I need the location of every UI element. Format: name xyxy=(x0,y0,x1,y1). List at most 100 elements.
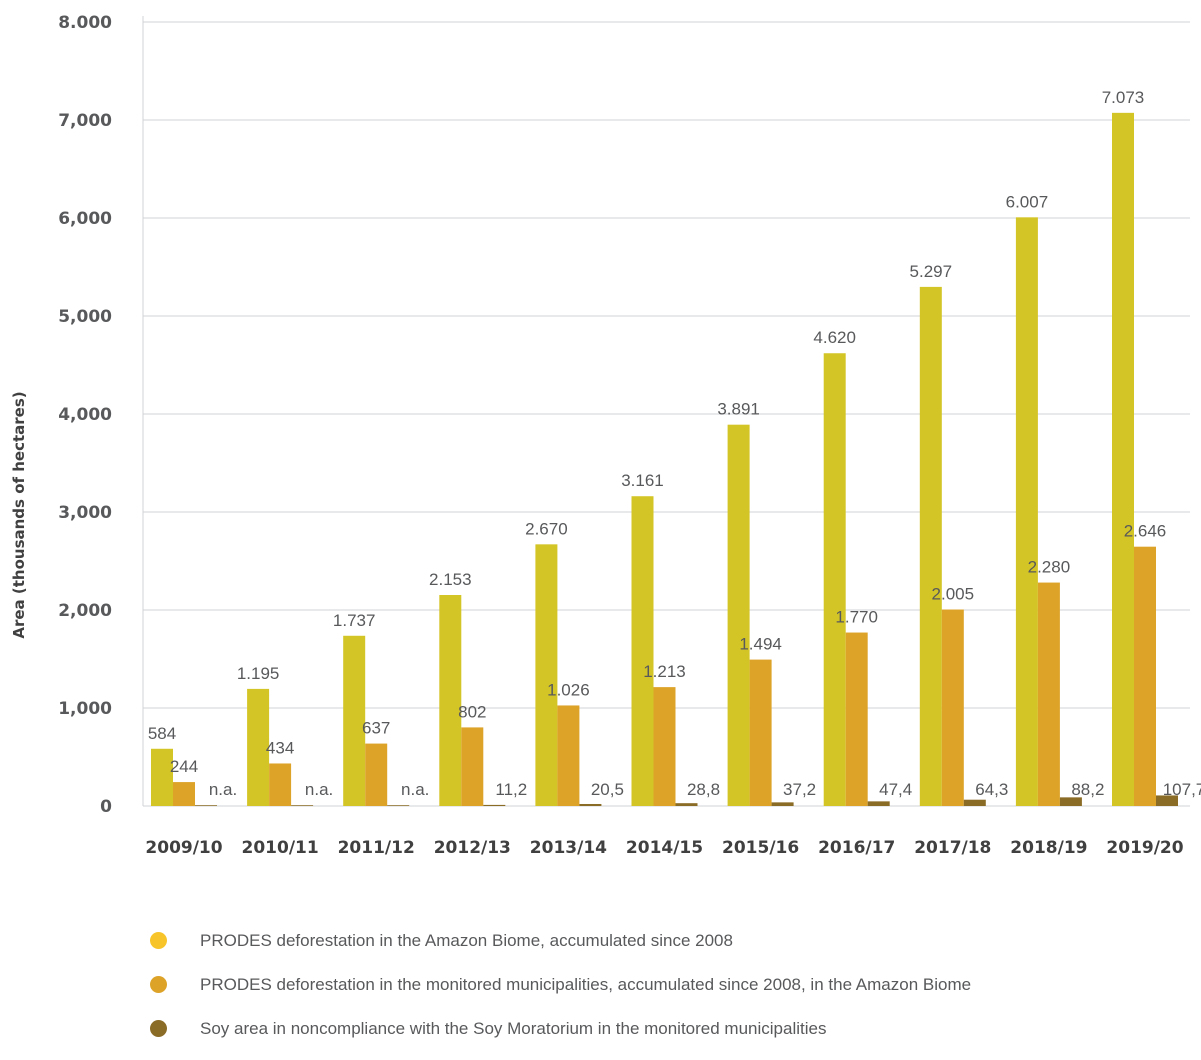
bar-3 xyxy=(483,804,506,806)
data-label: n.a. xyxy=(209,780,237,799)
data-label: n.a. xyxy=(401,780,429,799)
bar-1 xyxy=(631,496,654,806)
x-tick-label: 2009/10 xyxy=(145,838,222,858)
bar-2 xyxy=(1134,546,1156,806)
bars xyxy=(151,112,1178,807)
bar-2 xyxy=(941,609,964,806)
data-label: 2.646 xyxy=(1124,522,1167,541)
bar-2 xyxy=(269,763,292,806)
bar-3 xyxy=(195,805,217,806)
data-label: 28,8 xyxy=(687,780,720,799)
data-label: 1.195 xyxy=(237,664,280,683)
bar-3 xyxy=(387,805,410,806)
legend: PRODES deforestation in the Amazon Biome… xyxy=(150,928,971,1060)
data-label: 107,7 xyxy=(1163,780,1201,799)
bar-1 xyxy=(919,286,942,806)
legend-label: Soy area in noncompliance with the Soy M… xyxy=(200,1018,827,1038)
bar-1 xyxy=(247,688,270,806)
x-tick-label: 2017/18 xyxy=(914,838,991,858)
data-label: 88,2 xyxy=(1071,780,1104,799)
bar-2 xyxy=(749,659,772,806)
data-label: 1.770 xyxy=(835,608,878,627)
legend-label: PRODES deforestation in the Amazon Biome… xyxy=(200,930,733,950)
legend-item-soy-noncompliance: Soy area in noncompliance with the Soy M… xyxy=(150,1016,971,1041)
y-tick-label: 2,000 xyxy=(58,601,112,621)
x-tick-label: 2011/12 xyxy=(338,838,415,858)
y-tick-label: 1,000 xyxy=(58,699,112,719)
bar-2 xyxy=(1037,582,1060,806)
bar-2 xyxy=(173,782,195,806)
data-label: 7.073 xyxy=(1102,88,1145,107)
legend-dot-icon xyxy=(150,1020,167,1037)
legend-label: PRODES deforestation in the monitored mu… xyxy=(200,974,972,994)
bar-1 xyxy=(439,595,462,806)
x-tick-label: 2018/19 xyxy=(1010,838,1087,858)
data-label: 1.213 xyxy=(643,662,686,681)
data-label: 637 xyxy=(362,719,390,738)
x-tick-label: 2012/13 xyxy=(434,838,511,858)
data-label: 20,5 xyxy=(591,780,624,799)
data-label: 5.297 xyxy=(910,262,953,281)
y-tick-label: 5,000 xyxy=(58,307,112,327)
bar-3 xyxy=(675,803,698,806)
y-tick-label: 3,000 xyxy=(58,503,112,523)
data-label: 3.891 xyxy=(717,400,760,419)
data-label: 2.280 xyxy=(1028,558,1071,577)
data-label: 802 xyxy=(458,702,486,721)
legend-item-prodes-municipalities: PRODES deforestation in the monitored mu… xyxy=(150,972,971,997)
y-tick-label: 6,000 xyxy=(58,209,112,229)
bar-1 xyxy=(535,544,558,806)
x-tick-label: 2016/17 xyxy=(818,838,895,858)
legend-dot-icon xyxy=(150,932,167,949)
data-label: 11,2 xyxy=(495,780,527,799)
data-label: 47,4 xyxy=(879,780,912,799)
bar-3 xyxy=(579,803,602,806)
y-tick-label: 4,000 xyxy=(58,405,112,425)
bar-3 xyxy=(1059,797,1082,806)
data-label: 64,3 xyxy=(975,780,1008,799)
bar-1 xyxy=(1112,112,1134,806)
bar-1 xyxy=(823,353,846,806)
x-tick-label: 2013/14 xyxy=(530,838,607,858)
x-tick-label: 2019/20 xyxy=(1106,838,1183,858)
gridlines xyxy=(142,16,1190,807)
data-label: 3.161 xyxy=(621,471,664,490)
bar-2 xyxy=(653,687,676,806)
y-axis-label: Area (thousands of hectares) xyxy=(10,391,28,638)
bar-3 xyxy=(771,802,794,806)
data-label: 434 xyxy=(266,738,294,757)
x-tick-label: 2014/15 xyxy=(626,838,703,858)
data-label: 584 xyxy=(148,724,176,743)
x-tick-label: 2010/11 xyxy=(242,838,319,858)
y-tick-label: 8.000 xyxy=(58,13,112,33)
data-label: 2.153 xyxy=(429,570,472,589)
y-tick-label: 0 xyxy=(100,797,112,817)
bar-chart: 0 1,000 2,000 3,000 4,000 5,000 6,000 7,000 8.00… xyxy=(10,13,1201,858)
data-label: 4.620 xyxy=(813,328,856,347)
bar-1 xyxy=(1015,217,1038,807)
data-label: 2.670 xyxy=(525,519,568,538)
data-label: 37,2 xyxy=(783,780,816,799)
y-tick-label: 7,000 xyxy=(58,111,112,131)
data-label: 244 xyxy=(170,757,198,776)
data-label: 1.026 xyxy=(547,680,590,699)
y-axis-ticks: 0 1,000 2,000 3,000 4,000 5,000 6,000 7,000 8.00… xyxy=(58,13,112,817)
bar-3 xyxy=(867,801,890,806)
data-label: 1.737 xyxy=(333,611,376,630)
bar-3 xyxy=(1156,795,1178,806)
data-labels: 584 244 n.a. 1.195 434 n.a. 1.737 637 n.a. 2.153 8… xyxy=(148,88,1201,799)
bar-2 xyxy=(461,727,484,806)
data-label: n.a. xyxy=(305,780,333,799)
x-axis-categories: 2009/10 2010/11 2011/12 2012/13 2013/14 2014/… xyxy=(145,838,1183,858)
legend-dot-icon xyxy=(150,976,167,993)
bar-2 xyxy=(365,743,388,806)
bar-2 xyxy=(557,705,580,806)
bar-3 xyxy=(963,799,986,806)
bar-1 xyxy=(151,748,173,806)
bar-3 xyxy=(291,805,314,806)
bar-2 xyxy=(845,632,868,806)
legend-item-prodes-amazon: PRODES deforestation in the Amazon Biome… xyxy=(150,928,971,953)
bar-1 xyxy=(727,424,750,806)
data-label: 2.005 xyxy=(932,585,975,604)
data-label: 6.007 xyxy=(1006,192,1049,211)
